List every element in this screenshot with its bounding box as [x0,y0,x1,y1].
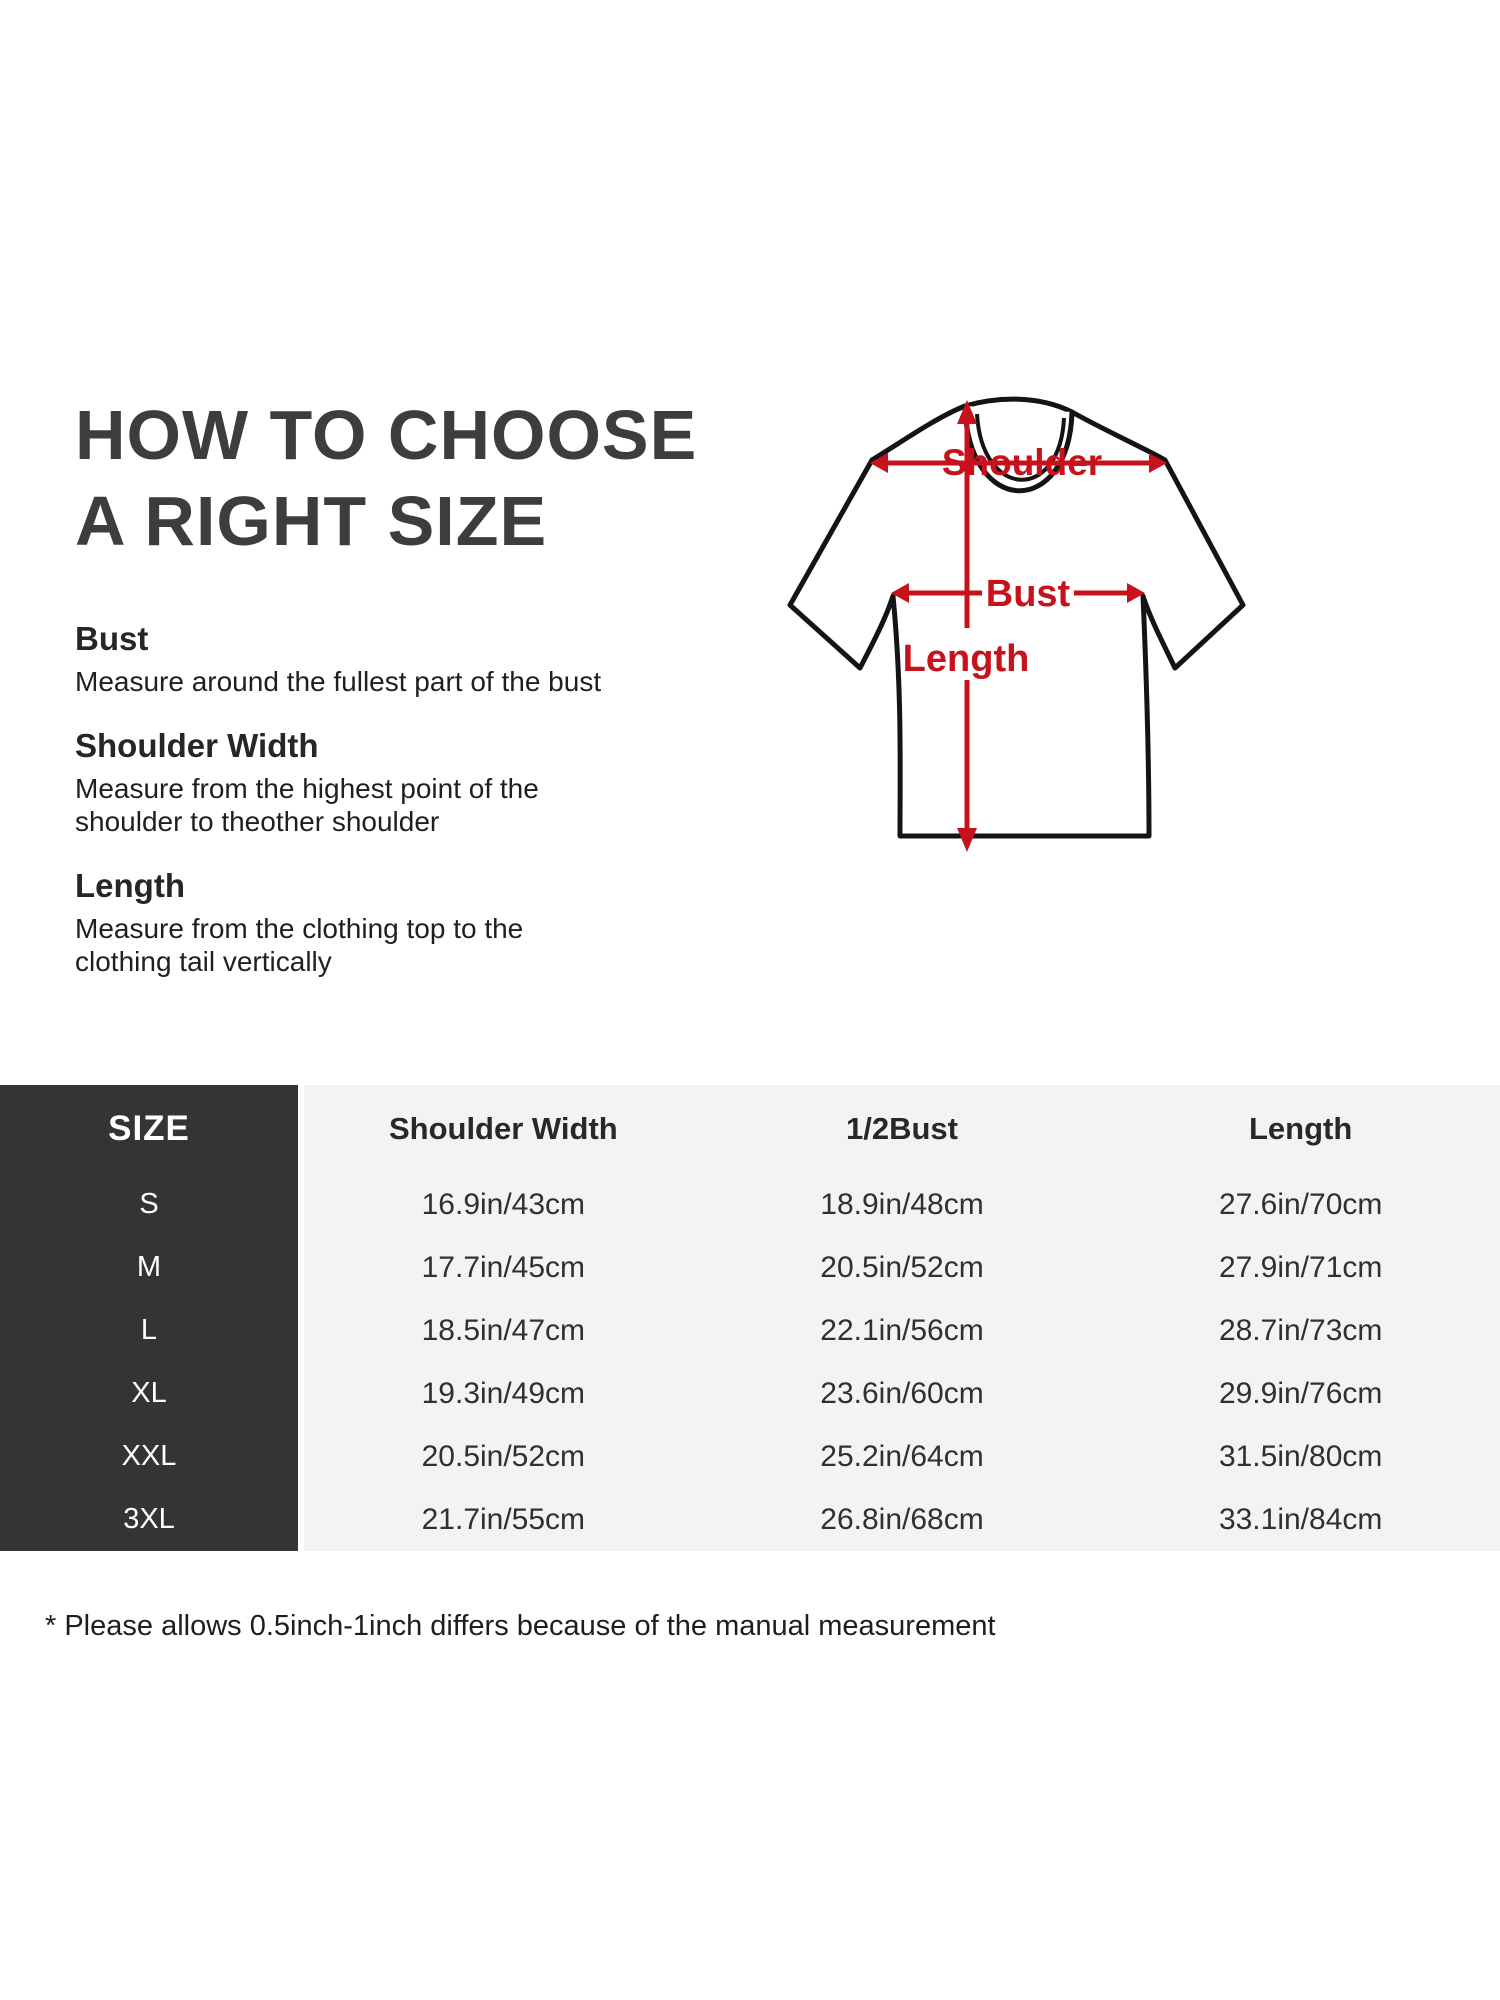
table-cell: 23.6in/60cm [820,1376,984,1410]
tshirt-measurement-diagram: Shoulder Bust Length [787,396,1246,852]
column-header-half-bust: 1/2Bust [846,1111,958,1146]
table-cell: 26.8in/68cm [820,1502,984,1536]
bust-arrowhead-left [891,583,909,603]
size-label: 3XL [123,1503,175,1535]
tshirt-outline [787,396,1246,839]
collar-inner-arc [975,413,1066,482]
shoulder-label: Shoulder [942,442,1102,483]
table-cell: 18.5in/47cm [421,1313,586,1347]
bust-label: Bust [986,573,1071,615]
column-header-shoulder-width: Shoulder Width [388,1111,618,1146]
instruction-description: Measure from the highest point of the sh… [75,773,539,837]
size-label: M [136,1251,162,1283]
table-cell: 16.9in/43cm [421,1187,586,1221]
instruction-heading: Shoulder Width [75,727,319,764]
instruction-length: Length Measure from the clothing top to … [75,867,635,978]
size-table-data: Shoulder Width 1/2Bust Length 16.9in/43c… [304,1085,1500,1551]
column-header-length: Length [1249,1111,1353,1146]
instruction-description: Measure around the fullest part of the b… [75,666,602,697]
size-label: S [139,1188,159,1220]
table-cell: 25.2in/64cm [820,1439,984,1473]
size-label-column: SIZE S M L XL XXL 3XL [0,1085,298,1551]
size-column-header: SIZE [108,1109,190,1148]
instruction-heading: Bust [75,620,149,657]
page-title-line1: HOW TO CHOOSE [75,396,698,474]
table-cell: 20.5in/52cm [820,1250,984,1284]
instruction-shoulder-width: Shoulder Width Measure from the highest … [75,727,635,838]
size-label: XXL [121,1440,177,1472]
page-title: HOW TO CHOOSE A RIGHT SIZE [75,392,697,564]
table-cell: 33.1in/84cm [1218,1502,1383,1536]
table-cell: 19.3in/49cm [421,1376,586,1410]
table-cell: 17.7in/45cm [421,1250,586,1284]
length-label: Length [903,638,1030,680]
page-title-line2: A RIGHT SIZE [75,482,548,560]
size-table: SIZE S M L XL XXL 3XL Shoulder Width 1/2… [0,1085,1500,1551]
table-cell: 27.9in/71cm [1218,1250,1383,1284]
length-arrowhead-up [957,400,977,424]
instruction-heading: Length [75,867,185,904]
measurement-instructions: Bust Measure around the fullest part of … [75,620,635,1007]
table-cell: 29.9in/76cm [1218,1376,1383,1410]
instruction-description: Measure from the clothing top to the clo… [75,913,524,977]
bust-arrowhead-right [1127,583,1145,603]
table-cell: 18.9in/48cm [820,1187,984,1221]
table-cell: 20.5in/52cm [421,1439,586,1473]
table-cell: 21.7in/55cm [421,1502,586,1536]
length-arrowhead-down [957,828,977,852]
table-cell: 27.6in/70cm [1218,1187,1383,1221]
shoulder-arrowhead-right [1149,453,1167,473]
measurement-disclaimer: * Please allows 0.5inch-1inch differs be… [45,1610,996,1642]
shoulder-arrowhead-left [870,453,888,473]
table-cell: 22.1in/56cm [820,1313,984,1347]
size-label: XL [131,1377,167,1409]
table-cell: 31.5in/80cm [1218,1439,1383,1473]
size-label: L [140,1314,158,1346]
instruction-bust: Bust Measure around the fullest part of … [75,620,635,698]
table-cell: 28.7in/73cm [1218,1313,1383,1347]
